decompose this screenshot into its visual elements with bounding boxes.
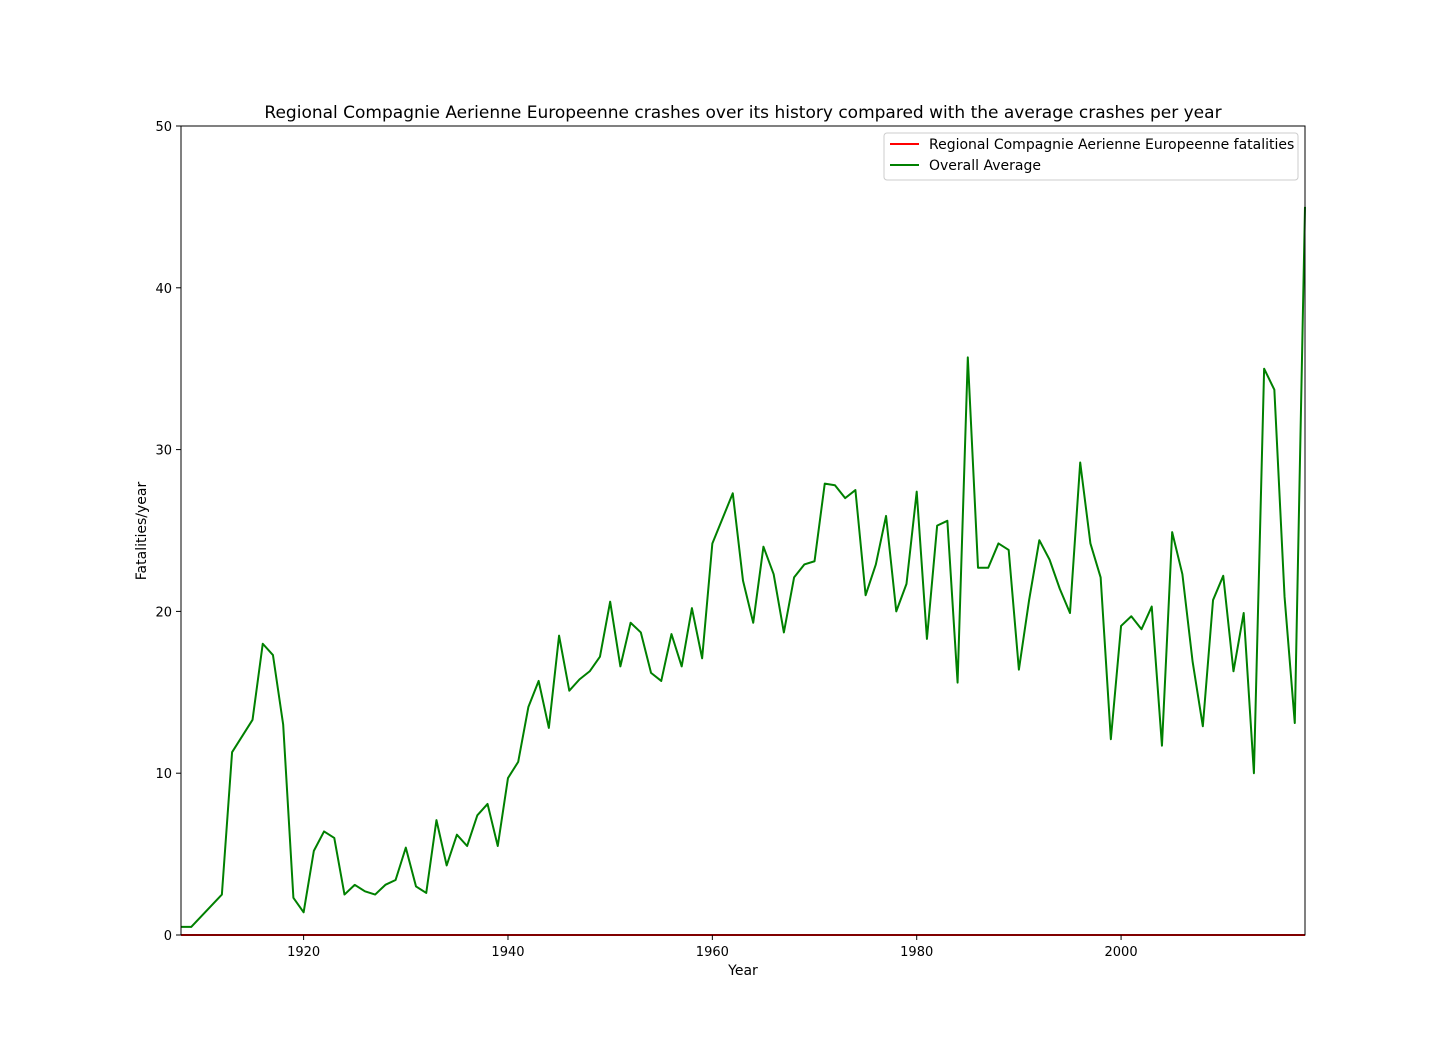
y-tick-label: 0 [164,929,172,944]
y-tick-label: 20 [155,605,172,620]
legend-box [883,132,1299,181]
y-tick-label: 10 [155,767,172,782]
x-tick-label: 1920 [287,945,320,960]
x-axis-label: Year [727,963,758,979]
plot-area [180,125,1306,936]
x-tick-label: 1960 [696,945,729,960]
y-tick-label: 40 [155,282,172,297]
x-tick-label: 1940 [491,945,524,960]
x-tick-label: 1980 [900,945,933,960]
plot-background [181,126,1305,935]
y-axis: 0 10 20 30 40 50 [155,120,181,944]
y-tick-label: 50 [155,120,172,135]
y-axis-label: Fatalities/year [134,482,150,581]
chart-title: Regional Compagnie Aerienne Europeenne c… [264,103,1221,123]
x-tick-label: 2000 [1105,945,1138,960]
x-axis: 1920 1940 1960 1980 2000 [287,935,1138,960]
series-line-1 [181,206,1306,928]
legend: Regional Compagnie Aerienne Europeenne f… [883,132,1299,181]
legend-label-0: Regional Compagnie Aerienne Europeenne f… [929,137,1294,153]
y-tick-label: 30 [155,444,172,459]
plot-border [180,125,1306,936]
legend-label-1: Overall Average [929,158,1041,174]
